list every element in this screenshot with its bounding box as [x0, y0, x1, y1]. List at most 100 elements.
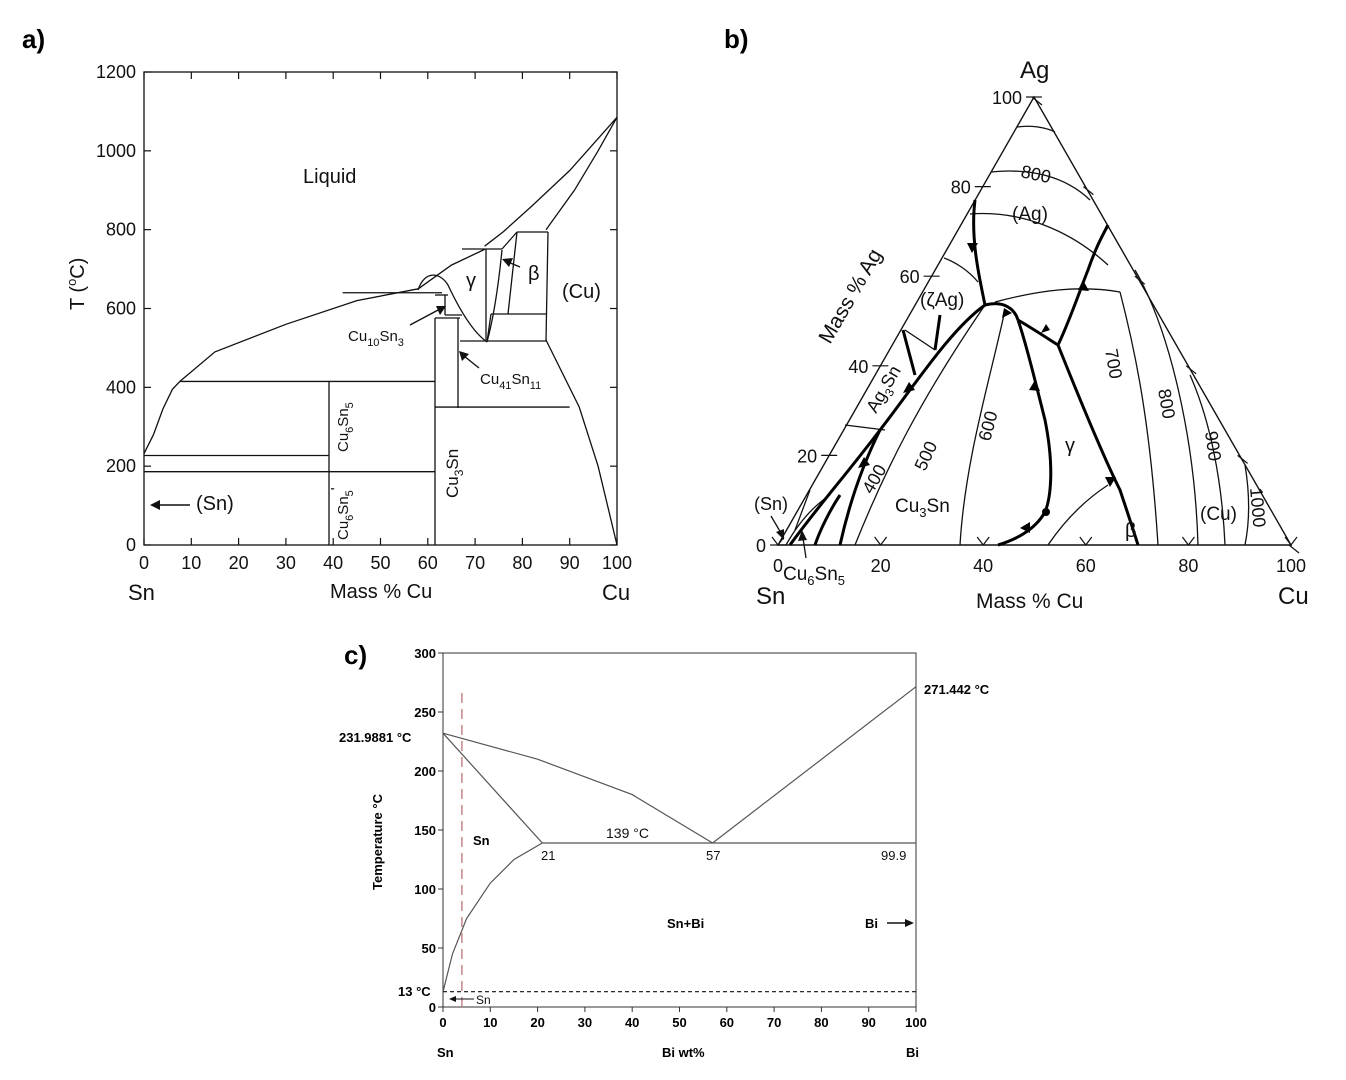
bottom-tick: [1079, 536, 1087, 546]
x-tick-label: 20: [229, 553, 249, 573]
x-tick-label: 80: [512, 553, 532, 573]
sn-region-label: Sn: [473, 833, 490, 848]
svg-text:Cu3Sn: Cu3Sn: [895, 496, 950, 520]
x-tick-label: 90: [861, 1015, 875, 1030]
ternary-bottom-axis-title: Mass % Cu: [976, 590, 1083, 613]
x-tick-label: 80: [814, 1015, 828, 1030]
panel-a: a) 0 200 400 600 800 1000 1200 0 10 20 30 40 50 60 70…: [22, 24, 632, 605]
panel-c-y-tick-labels: 0 50 100 150 200 250 300: [414, 646, 436, 1015]
y-tick-label: 250: [414, 705, 436, 720]
series-line: [484, 116, 618, 247]
series-line: [179, 288, 419, 382]
label-cu41sn11: Cu41Sn11: [480, 371, 541, 392]
panel-c-frame: [442, 652, 917, 1008]
label-cu-phase: (Cu): [562, 281, 601, 303]
left-tick-label: 0: [756, 536, 766, 556]
bottom-tick: [1290, 536, 1298, 546]
svg-text:(ζAg): (ζAg): [920, 290, 964, 311]
y-tick-label: 150: [414, 823, 436, 838]
panel-a-ticks: [143, 71, 618, 546]
panel-a-x-left-end: Sn: [128, 580, 155, 605]
panel-c-ticks: [438, 652, 917, 1012]
x999-label: 99.9: [881, 848, 906, 863]
bottom-tick-label: 0: [773, 556, 783, 576]
panel-a-label: a): [22, 24, 45, 54]
x-tick-label: 100: [905, 1015, 927, 1030]
x-tick-label: 50: [672, 1015, 686, 1030]
x-tick-label: 20: [530, 1015, 544, 1030]
x-tick-label: 100: [602, 553, 632, 573]
x-tick-label: 70: [767, 1015, 781, 1030]
x-tick-label: 10: [483, 1015, 497, 1030]
svg-text:β: β: [1125, 520, 1137, 542]
ternary-top-label: Ag: [1020, 57, 1049, 84]
series-line: [442, 842, 543, 992]
panel-b-label: b): [724, 24, 749, 54]
svg-text:(Ag): (Ag): [1012, 204, 1048, 225]
label-cu10sn3: Cu10Sn3: [348, 328, 404, 349]
bottom-tick: [880, 536, 888, 546]
right-tick: [1237, 454, 1248, 464]
svg-text:(Cu): (Cu): [1200, 504, 1237, 525]
panel-c-label: c): [344, 640, 367, 670]
left-tick-label: 40: [848, 357, 868, 377]
bottom-tick: [1187, 536, 1195, 546]
panel-a-phase-lines: [328, 231, 549, 545]
x-tick-label: 30: [578, 1015, 592, 1030]
label-gamma: γ: [466, 270, 476, 292]
series-line: [545, 339, 618, 546]
right-tick: [1185, 365, 1197, 375]
y-tick-label: 800: [106, 220, 136, 240]
ternary-flow-arrows: [858, 243, 1116, 533]
low-t-label: 13 °C: [398, 984, 431, 999]
bottom-tick: [976, 536, 984, 546]
right-tick: [1031, 96, 1043, 106]
panel-c-x-right-end: Bi: [906, 1045, 919, 1060]
left-tick-label: 20: [797, 446, 817, 466]
panel-a-x-right-end: Cu: [602, 580, 630, 605]
y-tick-label: 1000: [96, 141, 136, 161]
bottom-tick-label: 100: [1276, 556, 1306, 576]
right-tick: [1134, 275, 1146, 285]
ternary-isotherms: [785, 125, 1250, 546]
x57-label: 57: [706, 848, 720, 863]
bottom-tick: [1085, 536, 1093, 546]
left-tick-label: 60: [900, 267, 920, 287]
panel-c-x-left-end: Sn: [437, 1045, 454, 1060]
right-tick: [1288, 544, 1300, 554]
y-tick-label: 400: [106, 377, 136, 397]
label-cu3sn: Cu3Sn: [443, 449, 466, 498]
x-tick-label: 60: [720, 1015, 734, 1030]
panel-a-x-tick-labels: 0 10 20 30 40 50 60 70 80 90 100: [139, 553, 632, 573]
label-sn-phase: (Sn): [196, 493, 234, 515]
ternary-left-label: Sn: [756, 583, 785, 610]
ternary-triangle: [776, 95, 1293, 546]
x-tick-label: 60: [418, 553, 438, 573]
x-tick-label: 70: [465, 553, 485, 573]
panel-c: c) 0 50 100 150 200 250 300 0 10 20 30 40 50 60 70 80 9…: [339, 640, 990, 1060]
svg-text:Cu6Sn5: Cu6Sn5: [783, 564, 845, 588]
ternary-isotherm-labels: 800 700 800 900 1000 600 500 400: [858, 161, 1269, 528]
x-tick-label: 0: [139, 553, 149, 573]
eutectic-label: 139 °C: [606, 825, 649, 841]
svg-text:800: 800: [1154, 387, 1179, 420]
series-line: [417, 248, 485, 290]
y-tick-label: 1200: [96, 62, 136, 82]
series-line: [545, 116, 618, 231]
label-beta: β: [528, 263, 540, 285]
svg-text:600: 600: [975, 409, 1002, 443]
label-liquid: Liquid: [303, 166, 356, 188]
panel-a-x-axis-title: Mass % Cu: [330, 581, 432, 603]
panel-c-x-tick-labels: 0 10 20 30 40 50 60 70 80 90 100: [439, 1015, 926, 1030]
ternary-valleys: [788, 199, 1140, 547]
x-tick-label: 0: [439, 1015, 446, 1030]
left-tick-label: 80: [951, 178, 971, 198]
svg-text:Ag3Sn: Ag3Sn: [862, 362, 908, 418]
x-tick-label: 30: [276, 553, 296, 573]
left-tick-label: 100: [992, 88, 1022, 108]
y-tick-label: 0: [429, 1000, 436, 1015]
y-tick-label: 300: [414, 646, 436, 661]
bi-region-label: Bi: [865, 916, 878, 931]
bottom-tick: [982, 536, 990, 546]
